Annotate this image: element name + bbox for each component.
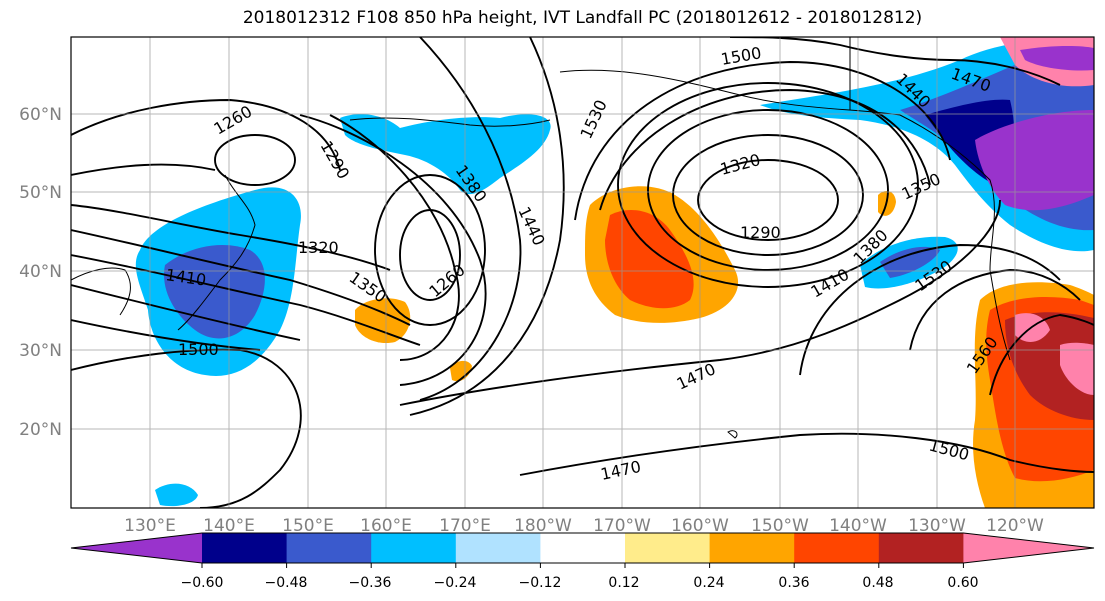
colorbar-swatch xyxy=(455,533,541,563)
lat-axis: 60°N 50°N 40°N 30°N 20°N xyxy=(19,105,62,440)
lon-label: 130°W xyxy=(908,516,966,536)
colorbar-tick-label: −0.36 xyxy=(349,575,392,591)
colorbar-swatch xyxy=(794,533,880,563)
colorbar-tick-label: 0.12 xyxy=(608,575,639,591)
lat-label: 30°N xyxy=(19,341,62,361)
height-contours xyxy=(71,37,1094,508)
lon-label: 150°W xyxy=(751,516,809,536)
lat-label: 20°N xyxy=(19,420,62,440)
colorbar-tick-label: 0.36 xyxy=(778,575,809,591)
lon-label: 160°W xyxy=(671,516,729,536)
map-title: 2018012312 F108 850 hPa height, IVT Land… xyxy=(242,8,923,28)
lon-label: 170°E xyxy=(439,516,491,536)
lon-label: 160°E xyxy=(360,516,412,536)
colorbar-tick-label: 0.48 xyxy=(862,575,893,591)
lat-label: 50°N xyxy=(19,183,62,203)
lon-label: 140°W xyxy=(829,516,887,536)
map-frame xyxy=(70,36,1095,509)
colorbar-swatch xyxy=(540,533,626,563)
colorbar-tick-label: −0.12 xyxy=(519,575,562,591)
colorbar-tick-label: 0.60 xyxy=(947,575,978,591)
colorbar-swatch xyxy=(371,533,457,563)
gridlines xyxy=(71,37,1094,508)
lon-label: 180°W xyxy=(514,516,572,536)
contour-label: 1500 xyxy=(178,340,219,359)
colorbar-tick-label: −0.24 xyxy=(434,575,477,591)
colorbar-tick-label: −0.60 xyxy=(181,575,224,591)
colorbar-extend-low xyxy=(71,533,202,563)
lon-label: 170°W xyxy=(593,516,651,536)
colorbar-extend-high xyxy=(963,533,1094,563)
lon-label: 120°W xyxy=(986,516,1044,536)
colorbar-swatch xyxy=(286,533,372,563)
lon-label: 150°E xyxy=(282,516,334,536)
contour-label: 1290 xyxy=(740,223,781,242)
colorbar-tick-label: −0.48 xyxy=(265,575,308,591)
colorbar-swatch xyxy=(202,533,288,563)
lat-label: 40°N xyxy=(19,262,62,282)
colorbar-swatch xyxy=(625,533,711,563)
colorbar-ticks: −0.60 −0.48 −0.36 −0.24 −0.12 0.12 0.24 … xyxy=(181,563,979,591)
lon-axis: 130°E 140°E 150°E 160°E 170°E 180°W 170°… xyxy=(124,516,1044,536)
colorbar-swatch xyxy=(878,533,964,563)
lat-label: 60°N xyxy=(19,105,62,125)
colorbar: −0.60 −0.48 −0.36 −0.24 −0.12 0.12 0.24 … xyxy=(70,532,1095,591)
colorbar-tick-label: 0.24 xyxy=(693,575,724,591)
contour-label: 1320 xyxy=(298,238,339,257)
colorbar-swatch xyxy=(709,533,795,563)
lon-label: 140°E xyxy=(203,516,255,536)
lon-label: 130°E xyxy=(124,516,176,536)
